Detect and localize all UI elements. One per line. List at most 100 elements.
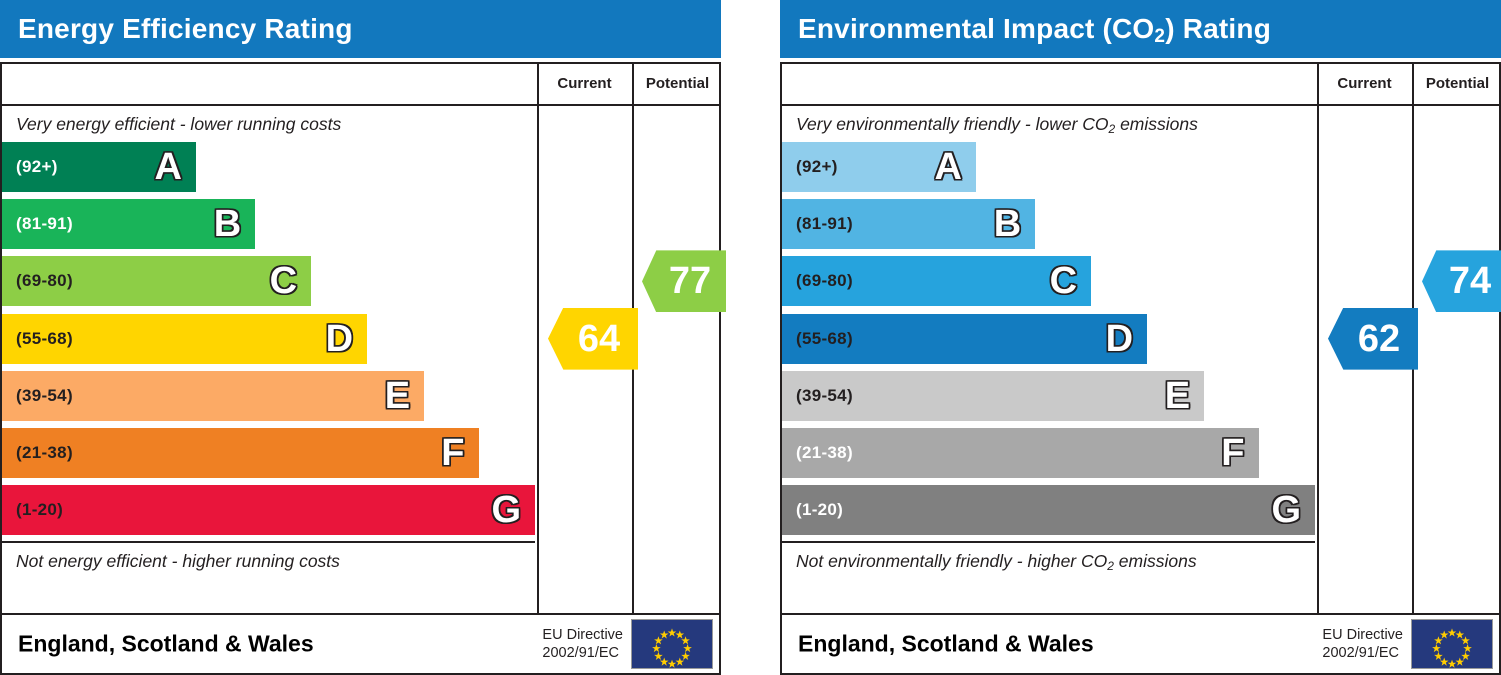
band-range-B: (81-91) — [16, 214, 73, 234]
band-bar-E: (39-54) E — [2, 370, 425, 421]
environmental-bars-container: (92+) A (81-91) B (69-80) C (55-68) D (39-54) E (2… — [782, 142, 1315, 542]
band-letter-F: F — [1221, 432, 1245, 474]
eu-stars-group — [652, 628, 692, 668]
band-range-G: (1-20) — [16, 500, 64, 520]
environmental-impact-title-bar: Environmental Impact (CO2) Rating — [780, 0, 1501, 58]
eu-stars-group — [1432, 628, 1472, 668]
band-range-C: (69-80) — [16, 271, 73, 291]
environmental-directive-label: EU Directive 2002/91/EC — [1322, 626, 1403, 662]
band-bar-D: (55-68) D — [2, 313, 368, 364]
band-bar-C: (69-80) C — [782, 256, 1092, 307]
band-bar-D: (55-68) D — [782, 313, 1148, 364]
band-bar-F: (21-38) F — [782, 428, 1259, 478]
energy-efficiency-title-bar: Energy Efficiency Rating — [0, 0, 721, 58]
environmental-footer: England, Scotland & Wales EU Directive 2… — [780, 613, 1501, 675]
directive-line-2: 2002/91/EC — [542, 645, 620, 661]
band-range-E: (39-54) — [16, 385, 73, 405]
band-letter-G: G — [1271, 489, 1301, 532]
band-letter-B: B — [993, 203, 1022, 246]
band-range-A: (92+) — [796, 157, 838, 176]
band-row-G: (1-20) G — [782, 485, 1315, 536]
band-letter-A: A — [934, 146, 962, 188]
band-row-C: (69-80) C — [2, 256, 535, 307]
band-row-F: (21-38) F — [782, 428, 1315, 478]
energy-efficiency-panel: Energy Efficiency Rating Current Potenti… — [0, 0, 726, 675]
caption-bottom-divider — [2, 541, 535, 543]
energy-potential-badge: 77 — [642, 250, 726, 313]
band-letter-A: A — [154, 146, 182, 188]
band-row-G: (1-20) G — [2, 485, 535, 536]
band-range-E: (39-54) — [796, 385, 853, 405]
band-letter-E: E — [384, 374, 411, 417]
energy-bars-container: (92+) A (81-91) B (69-80) C (55-68) D (39-54) E (2… — [2, 142, 535, 542]
column-header-potential: Potential — [645, 75, 710, 92]
band-range-F: (21-38) — [16, 443, 73, 462]
band-row-E: (39-54) E — [782, 370, 1315, 421]
band-range-D: (55-68) — [796, 328, 853, 348]
column-separator-current — [1317, 64, 1319, 613]
environmental-impact-panel: Environmental Impact (CO2) Rating Curren… — [780, 0, 1501, 675]
eu-flag-stars — [652, 628, 692, 668]
band-range-C: (69-80) — [796, 271, 853, 291]
band-bar-G: (1-20) G — [782, 485, 1315, 536]
environmental-potential-value: 74 — [1448, 260, 1492, 303]
band-letter-D: D — [325, 317, 354, 360]
caption-bottom-divider — [782, 541, 1315, 543]
band-range-B: (81-91) — [796, 214, 853, 234]
energy-directive-label: EU Directive 2002/91/EC — [542, 626, 623, 662]
energy-current-badge: 64 — [548, 307, 638, 370]
band-row-A: (92+) A — [782, 142, 1315, 192]
column-header-current: Current — [1337, 75, 1392, 92]
band-letter-B: B — [213, 203, 242, 246]
environmental-region-label: England, Scotland & Wales — [798, 630, 1094, 657]
band-bar-G: (1-20) G — [2, 485, 535, 536]
band-row-B: (81-91) B — [782, 199, 1315, 250]
band-row-A: (92+) A — [2, 142, 535, 192]
environmental-caption-top: Very environmentally friendly - lower CO… — [796, 114, 1198, 136]
band-range-F: (21-38) — [796, 443, 853, 462]
band-row-B: (81-91) B — [2, 199, 535, 250]
band-letter-C: C — [1049, 260, 1078, 303]
band-letter-F: F — [441, 432, 465, 474]
energy-caption-bottom: Not energy efficient - higher running co… — [16, 551, 340, 571]
band-row-D: (55-68) D — [782, 313, 1315, 364]
environmental-impact-grid: Current Potential Very environmentally f… — [780, 62, 1501, 615]
eu-flag-stars — [1432, 628, 1472, 668]
column-separator-current — [537, 64, 539, 613]
energy-column-header-row: Current Potential — [2, 64, 719, 106]
environmental-current-badge: 62 — [1328, 307, 1418, 370]
band-bar-B: (81-91) B — [2, 199, 256, 250]
energy-footer: England, Scotland & Wales EU Directive 2… — [0, 613, 721, 675]
band-letter-E: E — [1164, 374, 1191, 417]
environmental-potential-badge: 74 — [1422, 250, 1501, 313]
band-row-F: (21-38) F — [2, 428, 535, 478]
band-bar-A: (92+) A — [2, 142, 196, 192]
energy-current-value: 64 — [577, 317, 621, 360]
energy-region-label: England, Scotland & Wales — [18, 630, 314, 657]
band-letter-C: C — [269, 260, 298, 303]
band-bar-C: (69-80) C — [2, 256, 312, 307]
band-row-E: (39-54) E — [2, 370, 535, 421]
environmental-impact-title: Environmental Impact (CO2) Rating — [798, 13, 1272, 47]
band-range-G: (1-20) — [796, 500, 844, 520]
band-bar-E: (39-54) E — [782, 370, 1205, 421]
eu-flag-icon — [631, 619, 713, 669]
energy-efficiency-title: Energy Efficiency Rating — [18, 13, 353, 44]
environmental-current-value: 62 — [1357, 317, 1401, 360]
band-bar-A: (92+) A — [782, 142, 976, 192]
band-bar-F: (21-38) F — [2, 428, 479, 478]
band-row-C: (69-80) C — [782, 256, 1315, 307]
environmental-column-header-row: Current Potential — [782, 64, 1499, 106]
energy-efficiency-grid: Current Potential Very energy efficient … — [0, 62, 726, 615]
directive-line-1: EU Directive — [1322, 626, 1403, 643]
directive-line-2: 2002/91/EC — [1322, 645, 1400, 661]
band-bar-B: (81-91) B — [782, 199, 1036, 250]
column-header-potential: Potential — [1425, 75, 1490, 92]
band-letter-G: G — [491, 489, 521, 532]
band-range-A: (92+) — [16, 157, 58, 176]
band-letter-D: D — [1105, 317, 1134, 360]
energy-caption-top: Very energy efficient - lower running co… — [16, 114, 342, 134]
eu-flag-icon — [1411, 619, 1493, 669]
energy-potential-value: 77 — [668, 260, 712, 303]
